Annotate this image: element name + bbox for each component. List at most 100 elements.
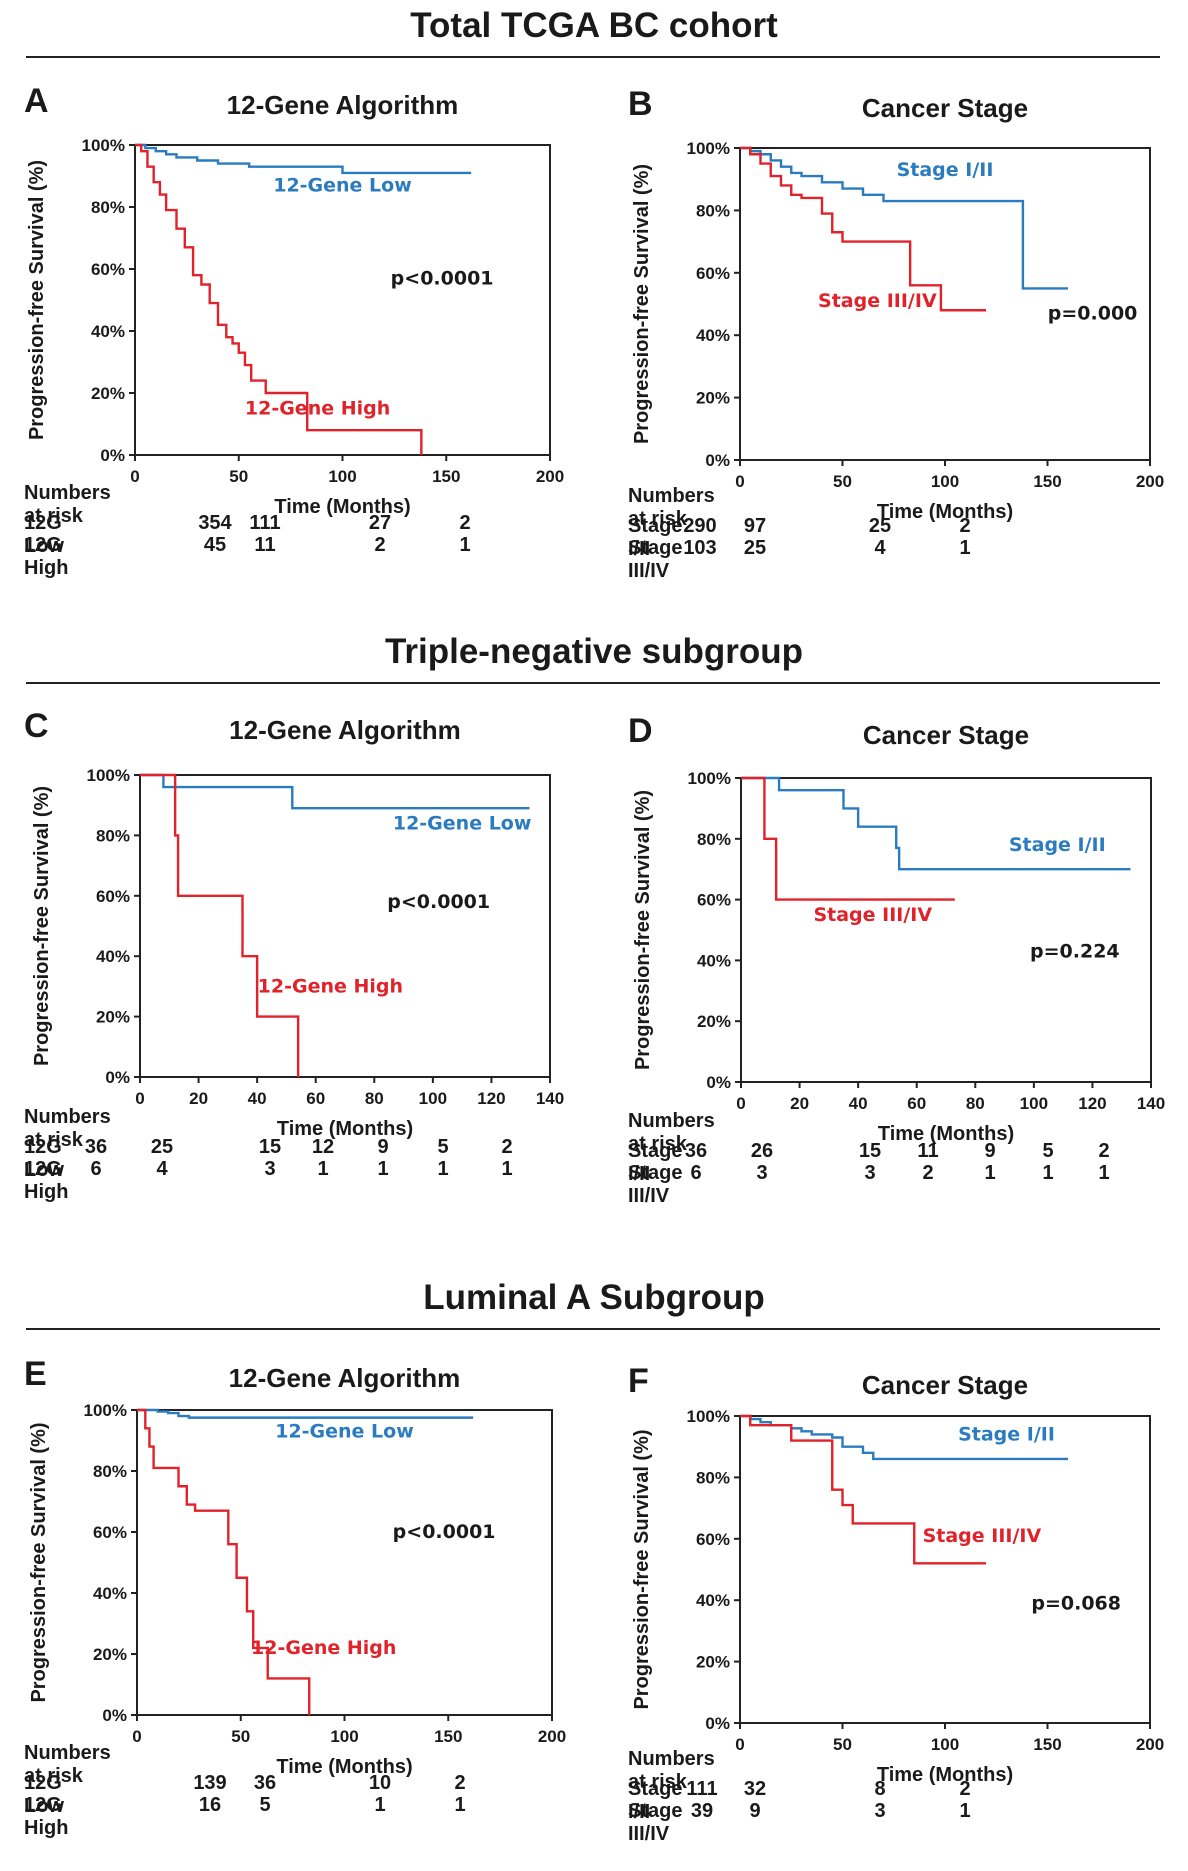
y-tick-label: 0% [706, 1073, 731, 1092]
series-label: Stage III/IV [923, 1525, 1042, 1547]
y-tick-label: 0% [102, 1706, 127, 1725]
panel-letter: A [24, 82, 49, 120]
y-tick-label: 20% [696, 1653, 730, 1672]
plot-frame [739, 1415, 1151, 1724]
section-divider [26, 56, 1160, 58]
y-tick-label: 40% [696, 1591, 730, 1610]
risk-value: 11 [254, 534, 276, 556]
chart-title: Cancer Stage [861, 1370, 1029, 1400]
risk-value: 25 [150, 1136, 174, 1158]
y-tick-label: 40% [91, 322, 125, 341]
risk-row-label: Stage III/IV [628, 537, 683, 582]
risk-value: 5 [259, 1794, 271, 1816]
x-tick-label: 0 [736, 1094, 745, 1113]
x-tick-label: 20 [790, 1094, 809, 1113]
panel-letter: B [628, 85, 653, 123]
risk-value: 1 [959, 1800, 971, 1822]
plot-frame [136, 1409, 553, 1716]
y-tick-label: 20% [697, 1012, 731, 1031]
series-label: Stage III/IV [818, 290, 937, 312]
series-line-low [740, 146, 1068, 290]
x-tick-label: 200 [536, 467, 564, 486]
risk-value: 1 [501, 1158, 513, 1180]
series-line-low [741, 776, 1131, 871]
risk-value: 4 [874, 537, 886, 559]
panel-letter: C [24, 707, 49, 745]
series-line-high [740, 146, 986, 312]
risk-table-header: Numbers at risk [24, 482, 111, 527]
chart-title: 12-Gene Algorithm [229, 715, 461, 745]
risk-value: 2 [959, 515, 971, 537]
series-label: 12-Gene High [245, 398, 390, 420]
risk-value: 1 [959, 537, 971, 559]
risk-value: 26 [750, 1140, 774, 1162]
risk-value: 2 [454, 1772, 466, 1794]
y-tick-label: 20% [96, 1008, 130, 1027]
section-divider [26, 682, 1160, 684]
risk-value: 1 [1042, 1162, 1054, 1184]
x-tick-label: 40 [849, 1094, 868, 1113]
risk-value: 111 [249, 512, 281, 534]
chart-title: Cancer Stage [862, 720, 1030, 750]
series-line-high [135, 143, 423, 455]
risk-value: 39 [690, 1800, 714, 1822]
risk-value: 103 [683, 537, 717, 559]
y-tick-label: 60% [697, 891, 731, 910]
risk-table-header: Numbers at risk [24, 1106, 111, 1151]
chart-title: 12-Gene Algorithm [228, 1363, 461, 1393]
x-tick-label: 120 [1078, 1094, 1106, 1113]
risk-value: 25 [868, 515, 892, 537]
risk-value: 5 [437, 1136, 449, 1158]
x-tick-label: 200 [1136, 1735, 1164, 1754]
x-tick-label: 150 [432, 467, 460, 486]
y-tick-label: 40% [697, 951, 731, 970]
section-title-triple-negative: Triple-negative subgroup [384, 632, 804, 671]
x-tick-label: 100 [931, 472, 959, 491]
risk-table-header: Numbers at risk [24, 1742, 111, 1787]
x-tick-label: 0 [130, 467, 139, 486]
x-tick-label: 0 [735, 472, 744, 491]
series-line-high [137, 1408, 311, 1715]
y-tick-label: 0% [100, 446, 125, 465]
y-tick-label: 100% [84, 1401, 127, 1420]
y-tick-label: 40% [696, 326, 730, 345]
x-tick-label: 150 [1033, 1735, 1061, 1754]
x-tick-label: 140 [536, 1089, 564, 1108]
risk-value: 11 [917, 1140, 939, 1162]
x-tick-label: 50 [833, 472, 852, 491]
risk-value: 9 [749, 1800, 761, 1822]
y-tick-label: 100% [688, 769, 731, 788]
risk-value: 1 [437, 1158, 449, 1180]
x-tick-label: 40 [248, 1089, 267, 1108]
p-value-label: p=0.224 [1030, 940, 1120, 962]
section-divider [26, 1328, 1160, 1330]
y-tick-label: 0% [705, 451, 730, 470]
risk-value: 27 [368, 512, 392, 534]
risk-value: 1 [459, 534, 471, 556]
risk-value: 2 [501, 1136, 513, 1158]
x-tick-label: 150 [1033, 472, 1061, 491]
y-axis-label: Progression-free Survival (%) [26, 160, 48, 440]
risk-value: 32 [743, 1778, 767, 1800]
series-line-high [741, 776, 955, 901]
series-line-high [740, 1414, 986, 1565]
risk-row-label: 12G Low [24, 1136, 64, 1181]
risk-value: 36 [253, 1772, 277, 1794]
series-line-high [140, 773, 300, 1077]
y-tick-label: 80% [93, 1462, 127, 1481]
x-tick-label: 0 [735, 1735, 744, 1754]
risk-value: 3 [756, 1162, 768, 1184]
risk-value: 1 [317, 1158, 329, 1180]
p-value-label: p<0.0001 [393, 1521, 496, 1543]
plot-frame [139, 774, 551, 1078]
risk-value: 1 [377, 1158, 389, 1180]
risk-value: 6 [90, 1158, 102, 1180]
risk-value: 1 [1098, 1162, 1110, 1184]
panel-letter: D [628, 712, 653, 750]
risk-value: 36 [84, 1136, 108, 1158]
risk-value: 1 [984, 1162, 996, 1184]
y-tick-label: 100% [87, 766, 130, 785]
risk-row-label: 12G High [24, 534, 69, 579]
y-tick-label: 60% [93, 1523, 127, 1542]
